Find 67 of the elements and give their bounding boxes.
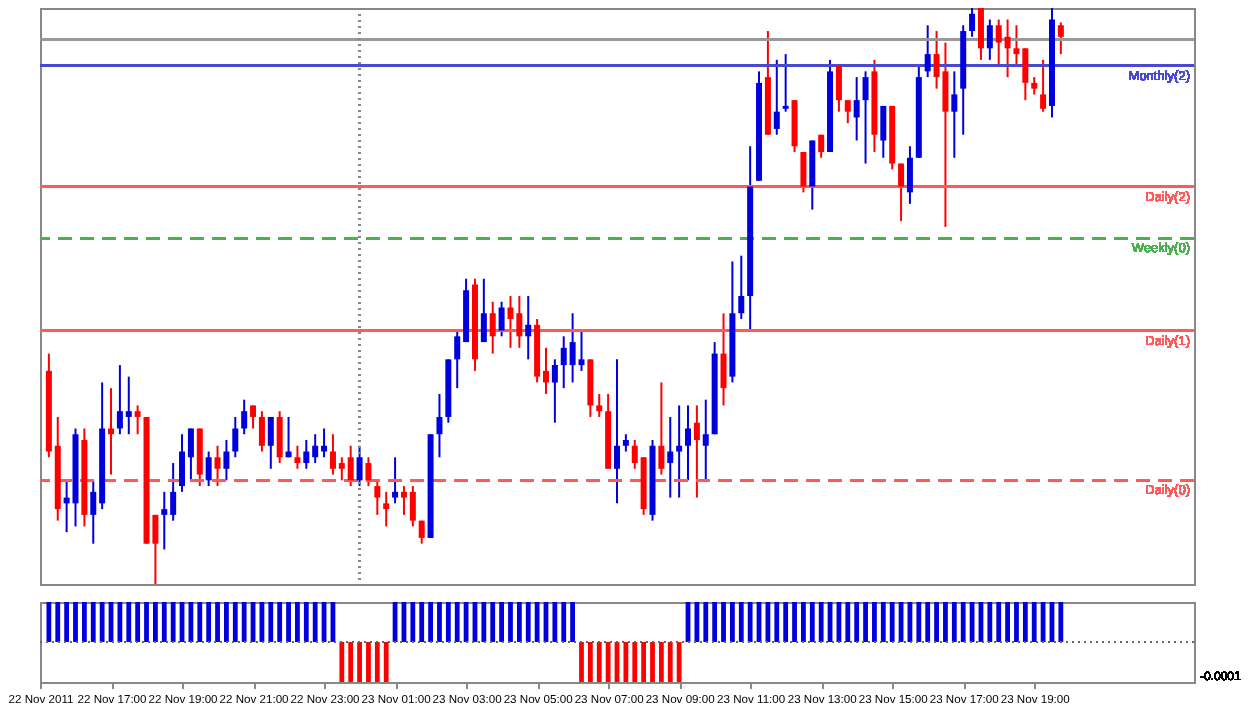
candlestick (383, 490, 390, 528)
candlestick (791, 99, 798, 153)
candlestick (773, 58, 780, 136)
candlestick (125, 375, 132, 436)
candlestick (196, 427, 203, 488)
candlestick (1004, 18, 1011, 79)
candlestick (578, 329, 585, 372)
candlestick (844, 99, 851, 125)
candlestick (498, 300, 505, 338)
candlestick (596, 392, 603, 418)
candlestick (267, 415, 274, 470)
candlestick (924, 24, 931, 79)
candlestick (214, 444, 221, 488)
candlestick (90, 479, 97, 545)
candlestick (347, 444, 354, 488)
candlestick (179, 433, 186, 493)
candlestick (338, 456, 345, 482)
candlestick (276, 410, 283, 465)
candlestick (942, 41, 949, 228)
candlestick (835, 64, 842, 113)
candlestick (658, 381, 665, 476)
candlestick (356, 444, 363, 488)
candlestick (587, 358, 594, 418)
candlestick (303, 439, 310, 470)
candlestick (232, 415, 239, 459)
candlestick (409, 485, 416, 528)
candlestick (693, 404, 700, 499)
candlestick (862, 70, 869, 165)
candlestick (676, 404, 683, 499)
candlestick (294, 444, 301, 470)
candlestick (365, 456, 372, 488)
candlestick (1040, 58, 1047, 113)
candlestick (951, 70, 958, 159)
candlestick (489, 300, 496, 355)
candlestick (152, 513, 159, 585)
candlestick (782, 53, 789, 113)
candlestick (853, 76, 860, 142)
candlestick (614, 358, 620, 505)
candlestick (258, 410, 265, 453)
candlestick (250, 404, 257, 430)
candlestick (720, 312, 727, 407)
candlestick (906, 145, 913, 205)
candlestick (454, 329, 461, 390)
candlestick (223, 439, 230, 482)
candlestick (969, 7, 976, 38)
candlestick (205, 450, 212, 488)
candlestick (685, 404, 692, 482)
candlestick (631, 439, 638, 470)
candlestick (880, 104, 887, 159)
candlestick (436, 392, 443, 459)
candlestick (187, 427, 194, 482)
candlestick (525, 295, 532, 361)
candlestick (569, 312, 576, 384)
candlestick (542, 346, 549, 395)
candlestick (738, 254, 745, 321)
candlestick (702, 398, 709, 482)
candlestick (392, 456, 399, 505)
candlestick (374, 479, 381, 516)
candlestick (134, 404, 141, 436)
candlestick (551, 358, 558, 424)
candlestick (108, 387, 115, 476)
candlestick (1057, 21, 1064, 56)
candlestick (986, 18, 993, 61)
candlestick (507, 295, 514, 349)
candlestick (667, 415, 674, 499)
candlestick (161, 490, 168, 551)
candlestick (241, 398, 248, 436)
